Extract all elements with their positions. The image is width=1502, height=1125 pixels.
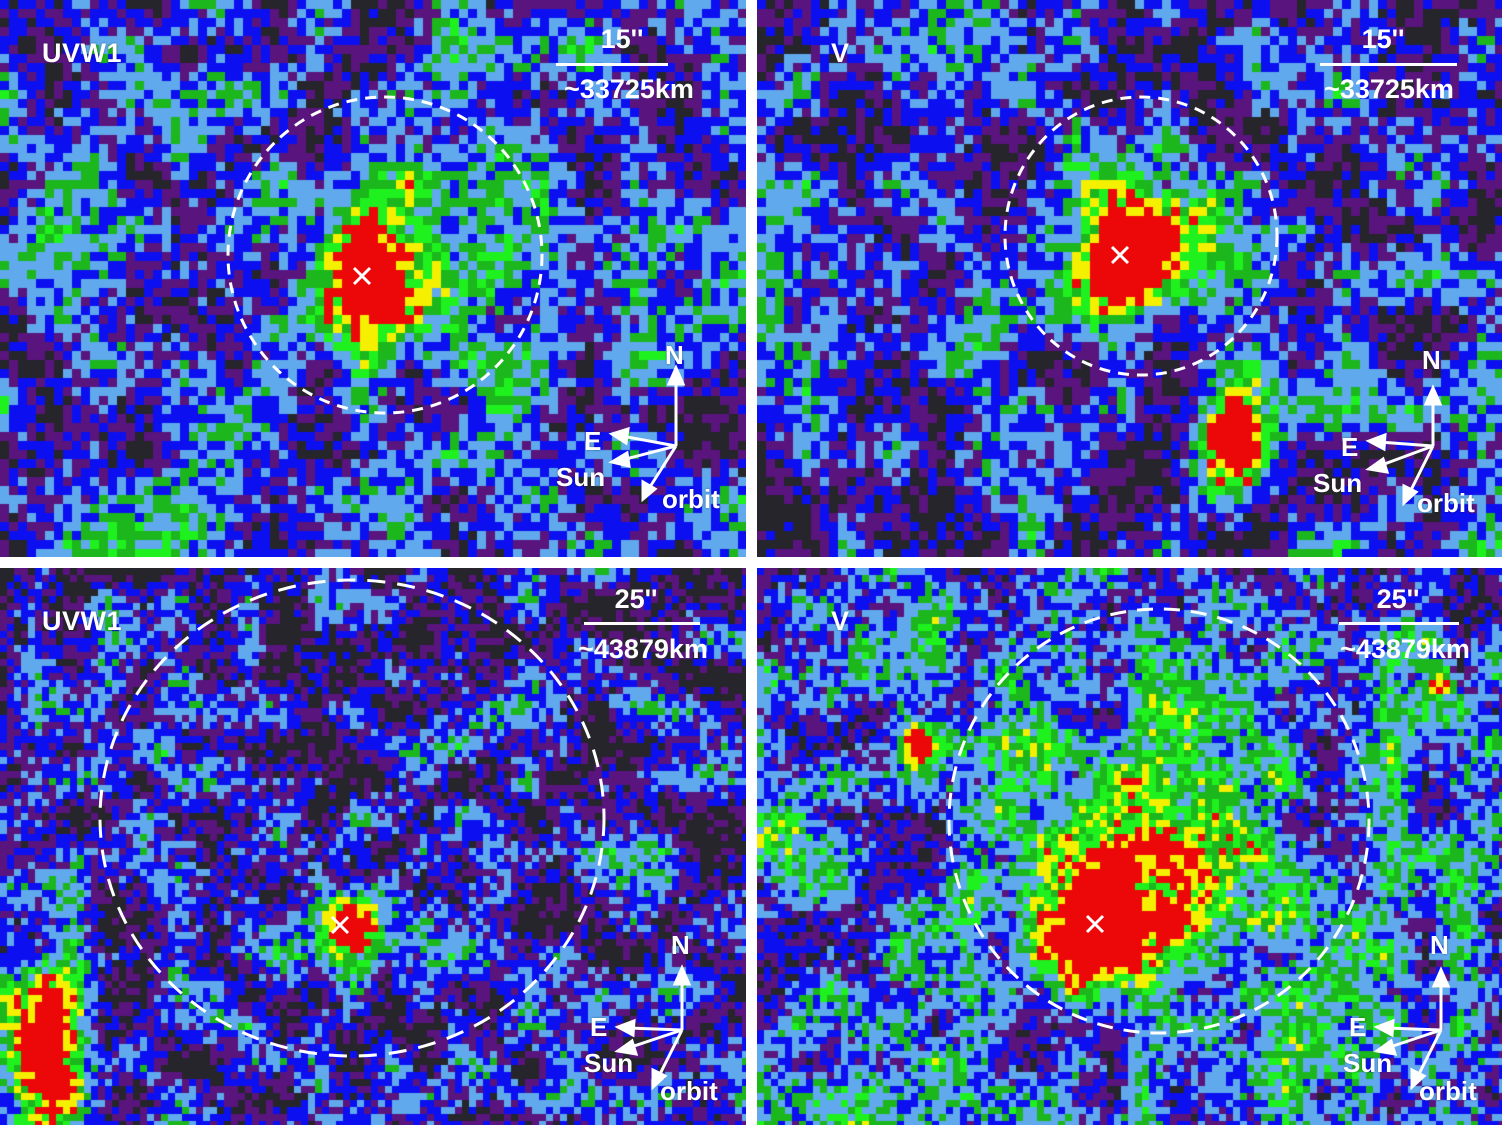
- compass-east-label: E: [590, 1012, 608, 1042]
- scale-bar: [556, 63, 668, 66]
- overlay-graphics: [1003, 95, 1443, 507]
- scale-bar-arcsec: 15'': [600, 24, 644, 54]
- compass-orbit-label: orbit: [1419, 1076, 1477, 1106]
- compass-arrows: [1373, 966, 1451, 1091]
- compass-north-label: N: [1430, 930, 1449, 960]
- compass-orbit-label: orbit: [1417, 488, 1475, 518]
- filter-label: V: [831, 606, 850, 636]
- compass-east-label: E: [1341, 432, 1359, 462]
- scale-bar: [584, 622, 700, 625]
- image-panel-v-bottom: V 25'' ~43879km N E Sun orbit: [757, 568, 1502, 1125]
- intensity-map: [0, 568, 746, 1125]
- overlay-graphics: [947, 607, 1451, 1091]
- nucleus-marker: [330, 915, 350, 935]
- compass-arrows: [608, 364, 686, 503]
- aperture-circle: [947, 607, 1371, 1035]
- compass-north-label: N: [671, 930, 690, 960]
- scale-bar-arcsec: 25'': [614, 584, 658, 614]
- compass-orbit-label: orbit: [660, 1076, 718, 1106]
- compass-sun-label: Sun: [584, 1048, 634, 1078]
- scale-bar-km: ~33725km: [1324, 74, 1454, 104]
- scale-bar-km: ~33725km: [564, 74, 694, 104]
- compass-sun-label: Sun: [556, 462, 606, 492]
- compass-north-label: N: [665, 340, 684, 370]
- compass-sun-label: Sun: [1343, 1048, 1393, 1078]
- nucleus-marker: [1085, 914, 1105, 934]
- image-panel-uvw1-bottom: UVW1 25'' ~43879km N E Sun orbit: [0, 568, 746, 1125]
- compass-arrows: [614, 964, 692, 1091]
- scale-bar-arcsec: 15'': [1361, 24, 1405, 54]
- image-panel-v-top: V 15'' ~33725km N E Sun orbit: [757, 0, 1502, 557]
- compass-north-label: N: [1422, 345, 1441, 375]
- filter-label: UVW1: [42, 606, 123, 636]
- filter-label: UVW1: [42, 38, 123, 68]
- image-panel-uvw1-top: UVW1 15'' ~33725km N E Sun orbit: [0, 0, 746, 557]
- aperture-circle: [98, 578, 606, 1058]
- overlay-graphics: [98, 578, 692, 1091]
- aperture-circle: [226, 95, 544, 415]
- scale-bar: [1320, 63, 1457, 66]
- aperture-circle: [1003, 95, 1279, 377]
- nucleus-marker: [1110, 245, 1130, 265]
- compass-east-label: E: [1349, 1012, 1367, 1042]
- compass-east-label: E: [584, 426, 602, 456]
- compass-orbit-label: orbit: [662, 484, 720, 514]
- scale-bar-km: ~43879km: [578, 634, 708, 664]
- overlay-graphics: [226, 95, 686, 503]
- filter-label: V: [831, 38, 850, 68]
- compass-arrows: [1365, 384, 1443, 507]
- scale-bar-arcsec: 25'': [1376, 584, 1420, 614]
- scale-bar: [1339, 622, 1459, 625]
- compass-sun-label: Sun: [1313, 468, 1363, 498]
- scale-bar-km: ~43879km: [1340, 634, 1470, 664]
- nucleus-marker: [352, 266, 372, 286]
